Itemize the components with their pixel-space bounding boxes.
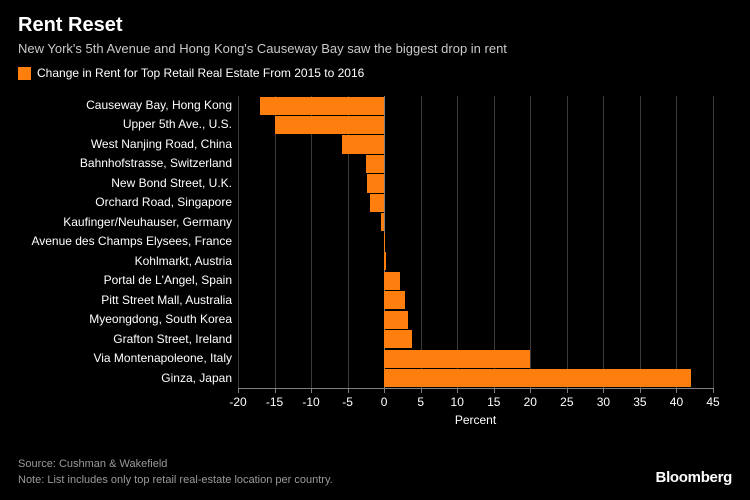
bar <box>384 252 386 270</box>
source-text: Source: Cushman & Wakefield <box>18 457 333 472</box>
bar <box>384 350 530 368</box>
bar-row <box>238 174 713 193</box>
y-axis-label: Myeongdong, South Korea <box>89 310 232 329</box>
bar <box>342 135 384 153</box>
x-tick-label: -5 <box>342 395 353 409</box>
y-axis-label: Kohlmarkt, Austria <box>135 252 232 271</box>
x-tick-label: 15 <box>487 395 500 409</box>
plot-region <box>238 96 713 388</box>
x-tick <box>311 388 312 393</box>
x-tick <box>238 388 239 393</box>
x-tick-label: 20 <box>524 395 537 409</box>
x-axis: Percent -20-15-10-5051015202530354045 <box>238 388 713 428</box>
chart-footer: Source: Cushman & Wakefield Note: List i… <box>18 457 333 488</box>
x-tick-label: -20 <box>229 395 246 409</box>
note-text: Note: List includes only top retail real… <box>18 473 333 488</box>
x-tick <box>713 388 714 393</box>
bar-row <box>238 135 713 154</box>
x-tick <box>676 388 677 393</box>
bar <box>275 116 385 134</box>
bar-row <box>238 96 713 115</box>
x-tick <box>348 388 349 393</box>
bar-row <box>238 213 713 232</box>
bar <box>370 194 385 212</box>
y-axis-label: Upper 5th Ave., U.S. <box>123 115 232 134</box>
y-axis-label: Pitt Street Mall, Australia <box>101 291 232 310</box>
y-axis-label: Kaufinger/Neuhauser, Germany <box>63 213 232 232</box>
y-axis-label: Ginza, Japan <box>161 369 232 388</box>
x-tick-label: 40 <box>670 395 683 409</box>
bar <box>384 291 404 309</box>
bar-row <box>238 310 713 329</box>
y-axis-label: Causeway Bay, Hong Kong <box>86 96 232 115</box>
bar <box>384 369 691 387</box>
x-tick <box>567 388 568 393</box>
x-tick-label: 25 <box>560 395 573 409</box>
legend-swatch <box>18 67 31 80</box>
x-tick-label: 0 <box>381 395 388 409</box>
legend: Change in Rent for Top Retail Real Estat… <box>18 66 732 80</box>
x-tick <box>421 388 422 393</box>
x-tick <box>530 388 531 393</box>
bar-row <box>238 115 713 134</box>
x-tick-label: 30 <box>597 395 610 409</box>
bar <box>366 155 384 173</box>
x-tick-label: -10 <box>302 395 319 409</box>
x-tick <box>640 388 641 393</box>
y-axis-label: Avenue des Champs Elysees, France <box>31 232 232 251</box>
y-axis-label: Via Montenapoleone, Italy <box>93 349 232 368</box>
bar <box>384 272 400 290</box>
x-tick-label: 35 <box>633 395 646 409</box>
chart-subtitle: New York's 5th Avenue and Hong Kong's Ca… <box>18 41 732 56</box>
brand-logo: Bloomberg <box>656 469 732 486</box>
y-axis-label: West Nanjing Road, China <box>91 135 232 154</box>
bar-row <box>238 154 713 173</box>
y-axis-label: Grafton Street, Ireland <box>113 330 232 349</box>
y-axis-label: Orchard Road, Singapore <box>95 193 232 212</box>
bar-row <box>238 271 713 290</box>
bar <box>384 233 385 251</box>
bar <box>384 330 412 348</box>
legend-label: Change in Rent for Top Retail Real Estat… <box>37 66 364 80</box>
y-axis-label: Bahnhofstrasse, Switzerland <box>80 154 232 173</box>
chart-container: Rent Reset New York's 5th Avenue and Hon… <box>0 0 750 500</box>
x-tick-label: -15 <box>266 395 283 409</box>
bar <box>260 97 384 115</box>
x-tick <box>603 388 604 393</box>
x-tick <box>384 388 385 393</box>
x-axis-title: Percent <box>455 413 496 427</box>
bar-row <box>238 349 713 368</box>
bar-row <box>238 369 713 388</box>
grid-line <box>713 96 714 388</box>
bar-row <box>238 291 713 310</box>
bar <box>381 213 385 231</box>
bar-row <box>238 252 713 271</box>
bar <box>367 174 384 192</box>
y-axis-label: New Bond Street, U.K. <box>111 174 232 193</box>
chart-title: Rent Reset <box>18 14 732 37</box>
x-tick-label: 10 <box>451 395 464 409</box>
chart-area: Causeway Bay, Hong KongUpper 5th Ave., U… <box>18 88 732 428</box>
x-tick-label: 45 <box>706 395 719 409</box>
x-tick <box>494 388 495 393</box>
bar-row <box>238 330 713 349</box>
x-tick <box>457 388 458 393</box>
y-axis-label: Portal de L'Angel, Spain <box>104 271 232 290</box>
bar-group <box>238 96 713 388</box>
bar-row <box>238 232 713 251</box>
x-tick <box>275 388 276 393</box>
bar <box>384 311 407 329</box>
bar-row <box>238 193 713 212</box>
x-tick-label: 5 <box>417 395 424 409</box>
